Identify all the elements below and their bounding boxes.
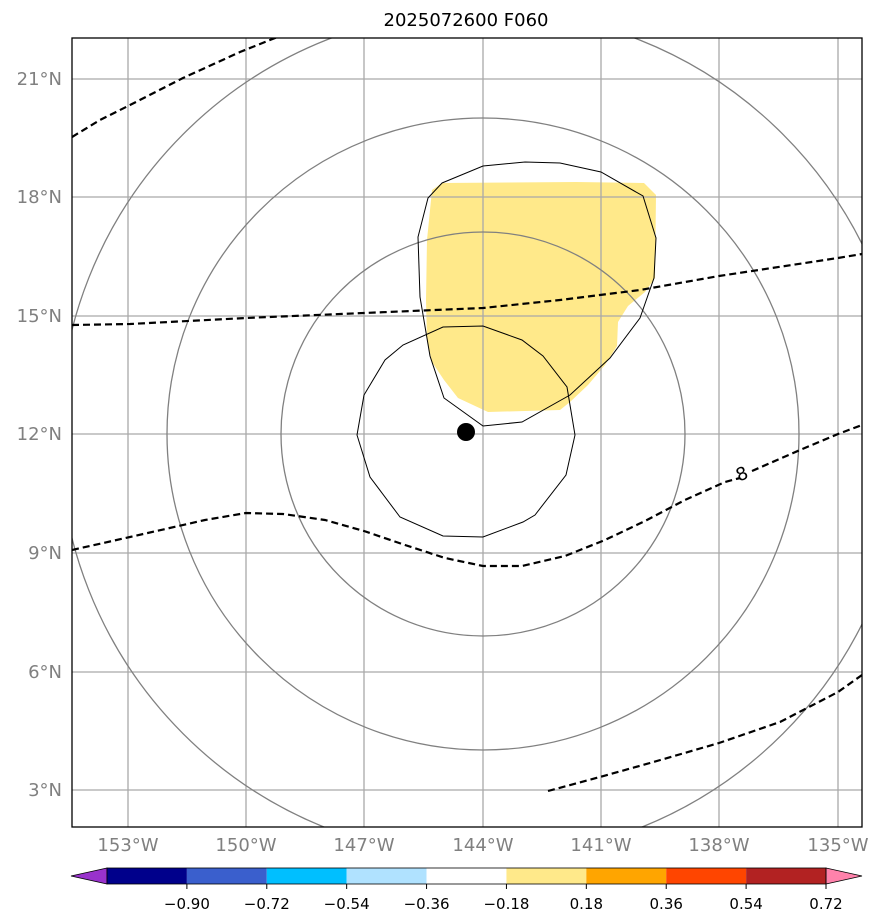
colorbar-segment	[346, 868, 427, 884]
lon-tick-label: 144°W	[452, 835, 513, 856]
colorbar-tick-label: 0.18	[570, 895, 603, 913]
colorbar-tick-label: 0.54	[729, 895, 762, 913]
colorbar-tick-label: −0.90	[164, 895, 210, 913]
colorbar-segment	[586, 868, 667, 884]
colorbar-segment	[666, 868, 747, 884]
gray-contour-ring	[166, 117, 800, 751]
dashed-contour	[72, 38, 278, 138]
lat-tick-label: 6°N	[28, 662, 62, 683]
longitude-tick-labels: 153°W 150°W 147°W 144°W 141°W 138°W 135°…	[97, 835, 868, 856]
contour-label: 8	[733, 463, 751, 487]
dashed-contours	[72, 38, 862, 793]
colorbar-segment	[506, 868, 587, 884]
gray-contours	[72, 38, 862, 827]
colorbar-segment	[426, 868, 507, 884]
dashed-contour	[72, 252, 862, 327]
colorbar-outline	[106, 867, 827, 885]
colorbar-tick-label: −0.36	[404, 895, 450, 913]
inner-contour-ring	[356, 325, 576, 538]
axes-frame	[71, 37, 863, 828]
lat-tick-label: 21°N	[17, 69, 62, 90]
black-contours	[356, 161, 657, 538]
grid-lines	[72, 38, 862, 827]
gray-contour-ring	[280, 231, 686, 637]
lon-tick-label: 138°W	[688, 835, 749, 856]
colorbar-extend-high	[825, 867, 863, 885]
lat-tick-label: 9°N	[28, 543, 62, 564]
colorbar-segment	[746, 868, 826, 884]
colorbar-tick-label: −0.72	[244, 895, 290, 913]
colorbar-segment	[266, 868, 347, 884]
plot-area: 8	[72, 38, 862, 827]
lat-tick-label: 15°N	[17, 306, 62, 327]
dashed-contour	[72, 476, 741, 568]
colorbar-tick-label: −0.18	[483, 895, 529, 913]
lon-tick-label: 135°W	[807, 835, 868, 856]
center-marker	[457, 423, 475, 441]
colorbar-tick-label: −0.54	[324, 895, 370, 913]
closed-contour	[417, 161, 657, 427]
lon-tick-label: 150°W	[215, 835, 276, 856]
map-title: 2025072600 F060	[384, 10, 549, 31]
latitude-tick-labels: 21°N 18°N 15°N 12°N 9°N 6°N 3°N	[17, 69, 62, 801]
lon-tick-label: 141°W	[570, 835, 631, 856]
colorbar-segment	[186, 868, 267, 884]
colorbar-segment	[107, 868, 187, 884]
dashed-contour	[547, 674, 862, 793]
colorbar-tick-label: 0.36	[650, 895, 683, 913]
colorbar: −0.90 −0.72 −0.54 −0.36 −0.18 0.18 0.36 0.54 0.7…	[70, 867, 863, 913]
lat-tick-label: 3°N	[28, 780, 62, 801]
lon-tick-label: 153°W	[97, 835, 158, 856]
colorbar-tick-label: 0.72	[809, 895, 842, 913]
shaded-region	[426, 182, 656, 412]
lon-tick-label: 147°W	[333, 835, 394, 856]
dashed-contour	[751, 423, 862, 473]
lat-tick-label: 12°N	[17, 424, 62, 445]
lat-tick-label: 18°N	[17, 187, 62, 208]
colorbar-extend-low	[70, 867, 108, 885]
